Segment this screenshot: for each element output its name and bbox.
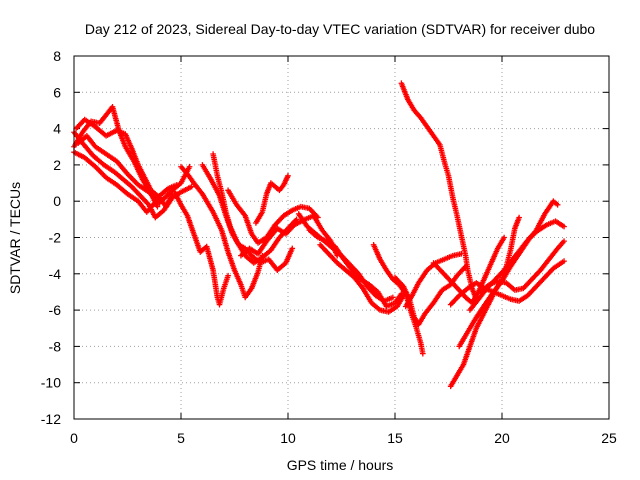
grid [74, 56, 609, 419]
series-arc-25 [430, 234, 507, 306]
series-arc-17 [392, 263, 469, 328]
series-arc-21 [456, 198, 561, 350]
y-tick-label: 2 [53, 157, 61, 173]
data-point [225, 272, 231, 279]
data-point [289, 245, 296, 252]
y-tick-label: -10 [41, 375, 61, 391]
x-tick-label: 20 [494, 430, 510, 446]
data-point [154, 203, 161, 210]
data-point [285, 172, 291, 179]
data-point [561, 223, 567, 230]
y-axis-label: SDTVAR / TECUs [7, 182, 23, 294]
series-arc-18 [402, 251, 465, 310]
data-point [561, 258, 567, 264]
x-axis-label: GPS time / hours [287, 457, 394, 473]
x-tick-label: 5 [177, 430, 185, 446]
data-point [561, 238, 567, 244]
series-arc-14 [306, 227, 405, 310]
series-arc-10 [225, 187, 321, 246]
data-point [501, 234, 507, 241]
series-arc-19 [398, 80, 480, 303]
series-arc-15 [317, 241, 409, 315]
x-tick-label: 10 [280, 430, 296, 446]
y-tick-label: 4 [53, 121, 61, 137]
y-tick-label: -6 [49, 302, 62, 318]
y-tick-label: 8 [53, 48, 61, 64]
series-arc-06 [171, 189, 231, 308]
y-tick-label: 0 [53, 193, 61, 209]
y-tick-label: -12 [41, 411, 61, 427]
data-point [554, 202, 561, 208]
series-arc-11 [253, 172, 291, 226]
data-point [390, 294, 396, 301]
series-arc-09 [210, 151, 300, 266]
x-tick-label: 15 [387, 430, 403, 446]
data-point [420, 350, 426, 357]
data-point [293, 216, 300, 223]
chart-title: Day 212 of 2023, Sidereal Day-to-day VTE… [85, 21, 595, 37]
x-tick-label: 25 [601, 430, 617, 446]
series-arc-05 [75, 133, 193, 206]
series-arc-24 [477, 238, 567, 295]
axis-ticks: 0 5 10 15 20 25 -12 -10 -8 -6 -4 -2 0 2 4 6 8 [41, 48, 617, 446]
data-point [186, 163, 193, 170]
y-tick-label: 6 [53, 84, 61, 100]
plot-frame [73, 55, 610, 420]
data-series [71, 80, 567, 390]
y-tick-label: -8 [49, 338, 62, 354]
y-tick-label: -4 [49, 266, 62, 282]
y-tick-label: -2 [49, 230, 62, 246]
data-point [188, 183, 195, 190]
x-tick-label: 0 [70, 430, 78, 446]
data-point [516, 214, 522, 221]
